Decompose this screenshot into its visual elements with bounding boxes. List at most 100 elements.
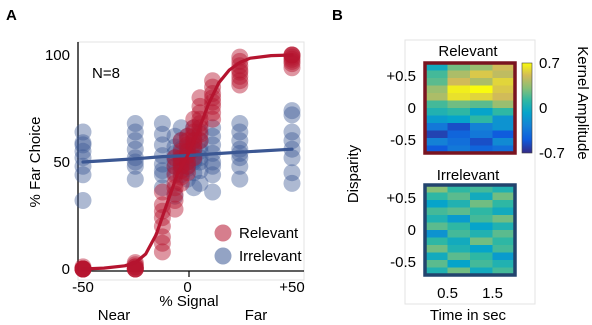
heatmap-relevant-cell (447, 115, 471, 124)
heatmap-relevant-cell (492, 78, 516, 86)
heatmap-irrelevant-cell (425, 260, 448, 268)
heatmap-irrelevant-cell (470, 245, 493, 253)
heatmap-relevant-cell (492, 130, 516, 139)
panel-a-letter: A (6, 7, 17, 24)
heatmap-relevant-cell (447, 93, 471, 101)
heatmap-irrelevant-cell (492, 200, 516, 208)
heatmap-irrelevant-cell (447, 237, 471, 246)
irrelevant-point (166, 138, 184, 156)
legend-relevant-label: Relevant (239, 225, 299, 242)
heatmap-relevant-cell (447, 123, 471, 131)
panel-b-y-axis-label: Disparity (345, 144, 362, 203)
heatmap-irrelevant-cell (470, 267, 493, 276)
relevant-point (283, 55, 301, 73)
panel-b-x-axis-label: Time in sec (430, 307, 507, 324)
heatmap-relevant-cell (470, 100, 493, 109)
heatmap-relevant-cell (470, 115, 493, 124)
irrelevant-point (166, 127, 184, 145)
irrelevant-point (204, 166, 222, 184)
heatmap-relevant-cell (492, 93, 516, 101)
heatmap-relevant-cell (447, 100, 471, 109)
relevant-point (283, 48, 301, 66)
heatmap-relevant-cell (447, 138, 471, 146)
irrelevant-point (74, 166, 92, 184)
relevant-point (166, 149, 184, 167)
disparity-tick-label: +0.5 (386, 190, 416, 207)
irrelevant-point (185, 153, 203, 171)
legend-irrelevant-label: Irrelevant (239, 248, 302, 265)
relevant-point (283, 52, 301, 70)
time-tick-label: 0.5 (437, 285, 458, 302)
heatmap-relevant-cell (492, 108, 516, 116)
irrelevant-point (126, 157, 144, 175)
relevant-points (74, 46, 301, 278)
heatmap-irrelevant-cell (492, 192, 516, 201)
colorbar-tick-label: -0.7 (539, 145, 565, 162)
heatmap-irrelevant (423, 183, 517, 277)
irrelevant-point (283, 174, 301, 192)
heatmap-relevant-cell (470, 70, 493, 79)
heatmap-irrelevant-cell (470, 237, 493, 246)
irrelevant-point (283, 149, 301, 167)
heatmap-irrelevant-cell (425, 252, 448, 261)
relevant-point (191, 97, 209, 115)
heatmap-relevant-cell (492, 100, 516, 109)
irrelevant-point (283, 106, 301, 124)
irrelevant-point (126, 115, 144, 132)
heatmap-relevant-cell (492, 138, 516, 146)
irrelevant-point (153, 162, 171, 180)
x-tick-label: -50 (72, 279, 94, 296)
heatmap-relevant-frame (423, 61, 517, 155)
heatmap-relevant-cell (425, 85, 448, 94)
heatmap-irrelevant-cell (425, 200, 448, 208)
heatmap-irrelevant-cell (492, 260, 516, 268)
relevant-point (231, 76, 249, 94)
relevant-point (191, 89, 209, 107)
heatmap-relevant-cell (447, 78, 471, 86)
colorbar-label: Kernel Amplitude (574, 46, 591, 159)
irrelevant-point (126, 170, 144, 188)
legend-irrelevant-marker (214, 247, 232, 265)
heatmap-relevant-cell (425, 93, 448, 101)
heatmap-irrelevant-cell (492, 222, 516, 231)
heatmap-relevant-cell (447, 145, 471, 154)
irrelevant-point (185, 164, 203, 182)
irrelevant-point (179, 170, 196, 188)
irrelevant-point (231, 170, 249, 188)
heatmap-relevant-cell (470, 130, 493, 139)
heatmap-irrelevant-cell (447, 267, 471, 276)
irrelevant-point (204, 127, 222, 145)
heatmap-relevant-cell (425, 78, 448, 86)
irrelevant-point (172, 132, 190, 150)
irrelevant-point (74, 123, 92, 141)
heatmap-relevant-cell (425, 63, 448, 71)
heatmap-relevant-cell (447, 63, 471, 71)
irrelevant-point (231, 157, 249, 175)
panel-a-far-label: Far (245, 307, 268, 324)
relevant-point (185, 110, 203, 128)
heatmap-relevant-cell (492, 63, 516, 71)
heatmap-irrelevant-cell (492, 230, 516, 238)
heatmap-relevant-cell (492, 85, 516, 94)
relevant-point (179, 127, 196, 145)
irrelevant-point (153, 155, 171, 173)
disparity-tick-label: 0 (408, 222, 416, 239)
irrelevant-point (185, 179, 203, 197)
irrelevant-point (231, 132, 249, 150)
relevant-point (283, 59, 301, 77)
heatmap-irrelevant-frame (423, 183, 517, 277)
heatmap-relevant-cell (425, 145, 448, 154)
irrelevant-point (126, 153, 144, 171)
heatmap-irrelevant-cell (447, 222, 471, 231)
relevant-point (204, 110, 222, 128)
heatmap-irrelevant-cell (470, 230, 493, 238)
heatmap-relevant-cell (470, 138, 493, 146)
irrelevant-point (191, 138, 209, 156)
irrelevant-point (74, 136, 92, 154)
irrelevant-point (153, 179, 171, 197)
heatmap-irrelevant-cell (492, 185, 516, 193)
relevant-point (172, 132, 190, 150)
irrelevant-point (153, 166, 171, 184)
relevant-point (231, 63, 249, 81)
